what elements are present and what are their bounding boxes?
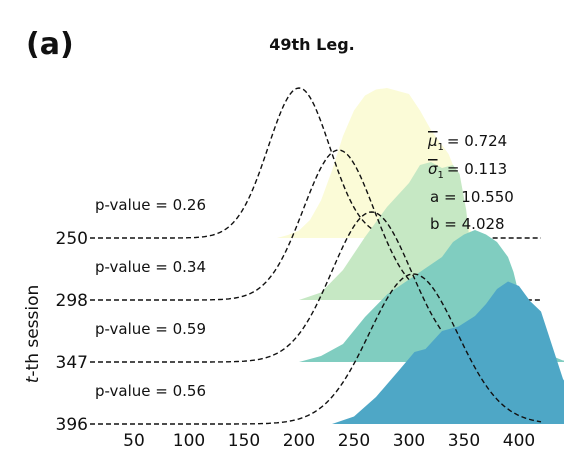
- ridge-fit-396: [90, 273, 542, 425]
- x-tick-label-100: 100: [173, 431, 205, 451]
- x-tick-label-400: 400: [503, 431, 535, 451]
- ridges: [90, 87, 564, 425]
- y-tick-label-396: 396: [56, 415, 88, 435]
- stat-mu-symbol: μ: [427, 132, 438, 150]
- stats-box: μ1 = 0.724 σ1 = 0.113 a = 10.550 b = 4.028: [427, 132, 514, 233]
- x-tick-label-150: 150: [228, 431, 260, 451]
- p-value-label-347: p-value = 0.59: [95, 320, 206, 338]
- p-value-labels: p-value = 0.26 p-value = 0.34 p-value = 0.…: [95, 196, 206, 400]
- x-tick-label-300: 300: [393, 431, 425, 451]
- stat-sigma-sub: 1: [438, 170, 444, 181]
- stat-a: a = 10.550: [430, 188, 514, 206]
- x-axis: 50 100 150 200 250 300 350 400: [123, 431, 535, 451]
- y-tick-label-250: 250: [56, 229, 88, 249]
- y-axis-label-rest: -th session: [23, 285, 43, 377]
- x-tick-label-250: 250: [338, 431, 370, 451]
- x-tick-label-200: 200: [283, 431, 315, 451]
- p-value-label-396: p-value = 0.56: [95, 382, 206, 400]
- p-value-label-298: p-value = 0.34: [95, 258, 206, 276]
- stat-mu-sub: 1: [438, 142, 444, 153]
- y-tick-label-347: 347: [56, 353, 88, 373]
- stat-sigma-symbol: σ: [428, 160, 438, 178]
- stat-sigma: σ1 = 0.113: [428, 160, 507, 181]
- x-tick-label-50: 50: [123, 431, 145, 451]
- stat-b: b = 4.028: [430, 215, 505, 233]
- ridge-fit-250: [90, 87, 541, 239]
- panel-label: (a): [26, 27, 74, 62]
- chart-title: 49th Leg.: [269, 35, 354, 54]
- x-tick-label-350: 350: [448, 431, 480, 451]
- y-tick-label-298: 298: [56, 291, 88, 311]
- y-tick-labels: 250 298 347 396: [56, 229, 88, 435]
- stat-mu: μ1 = 0.724: [427, 132, 507, 153]
- ridge-fill-396: [332, 281, 564, 424]
- y-axis-label-t: t: [23, 375, 43, 383]
- y-axis-label: t-th session: [23, 285, 43, 384]
- p-value-label-250: p-value = 0.26: [95, 196, 206, 214]
- stat-sigma-value: = 0.113: [447, 160, 507, 178]
- stat-mu-value: = 0.724: [447, 132, 507, 150]
